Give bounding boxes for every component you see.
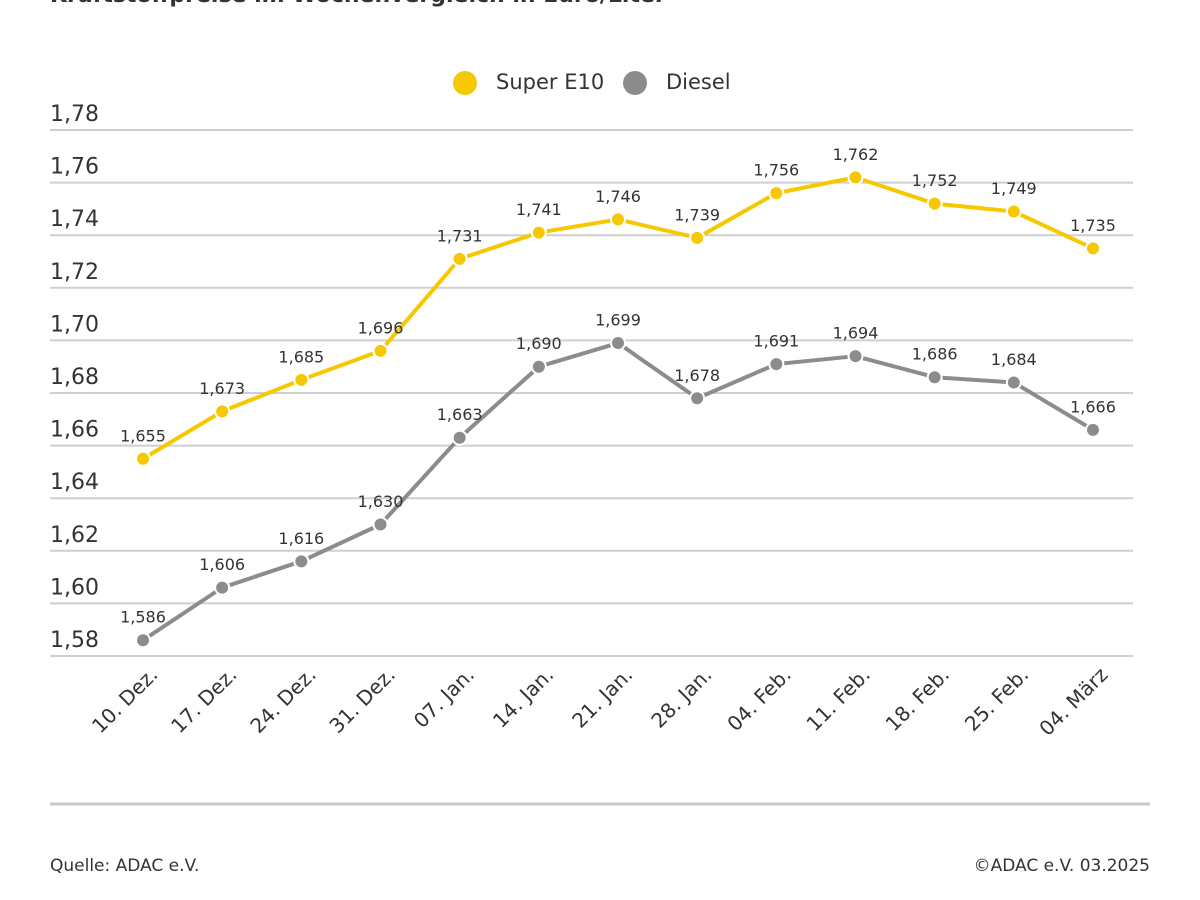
data-label: 1,685 [278,347,324,366]
data-point [530,358,547,375]
chart-title: Kraftstoffpreise im Wochenvergleich in E… [50,0,666,8]
y-tick-label: 1,74 [50,207,99,232]
x-tick-label: 25. Feb. [960,662,1033,735]
data-label: 1,663 [437,405,483,424]
data-point [372,516,389,533]
x-tick-label: 14. Jan. [488,662,558,732]
x-tick-label: 04. Feb. [722,662,795,735]
data-label: 1,616 [278,529,324,548]
x-tick-label: 11. Feb. [801,662,874,735]
data-point [214,403,231,420]
data-label: 1,673 [199,379,245,398]
data-label: 1,666 [1070,397,1116,416]
y-tick-label: 1,66 [50,418,99,443]
y-tick-label: 1,76 [50,155,99,180]
legend-label: Super E10 [496,70,604,94]
data-label: 1,735 [1070,216,1116,235]
data-label: 1,749 [991,179,1037,198]
data-label: 1,756 [753,161,799,180]
x-tick-label: 10. Dez. [87,662,162,737]
x-tick-label: 24. Dez. [245,662,320,737]
x-tick-label: 21. Jan. [567,662,637,732]
data-point [293,553,310,570]
data-label: 1,684 [991,350,1037,369]
data-point [1085,421,1101,438]
data-point [926,369,943,386]
data-label: 1,678 [674,366,720,385]
data-point [451,250,468,267]
data-point [1005,374,1022,391]
data-point [451,429,468,446]
y-tick-label: 1,60 [50,575,99,600]
legend-marker [453,71,477,95]
data-label: 1,699 [595,311,641,330]
data-label: 1,741 [516,200,562,219]
y-tick-label: 1,64 [50,470,99,495]
data-label: 1,690 [516,334,562,353]
data-point [1085,240,1101,257]
source: Quelle: ADAC e.V. [50,856,199,876]
data-label: 1,630 [358,492,404,511]
data-point [1005,203,1022,220]
x-tick-label: 31. Dez. [324,662,399,737]
data-point [689,390,706,407]
y-tick-label: 1,62 [50,523,99,548]
x-tick-label: 07. Jan. [409,662,479,732]
data-point [135,632,151,649]
y-tick-label: 1,68 [50,365,99,390]
data-point [610,335,626,352]
data-label: 1,691 [753,332,799,351]
credit: ©ADAC e.V. 03.2025 [974,856,1150,876]
data-point [689,229,706,246]
data-label: 1,731 [437,226,483,245]
data-label: 1,606 [199,555,245,574]
data-label: 1,694 [833,324,879,343]
data-label: 1,739 [674,205,720,224]
data-label: 1,655 [120,426,166,445]
y-tick-label: 1,70 [50,312,99,337]
data-point [768,356,785,373]
data-point [926,195,943,212]
data-point [847,169,864,186]
x-tick-label: 04. März [1034,662,1112,740]
legend-marker [623,71,647,95]
data-point [530,224,547,241]
data-label: 1,746 [595,187,641,206]
data-point [610,211,626,228]
data-point [293,371,310,388]
y-tick-label: 1,72 [50,260,99,285]
x-tick-label: 18. Feb. [881,662,954,735]
data-label: 1,762 [833,145,879,164]
data-point [214,579,231,596]
data-label: 1,696 [358,318,404,337]
data-label: 1,752 [912,171,958,190]
data-label: 1,586 [120,608,166,627]
x-tick-label: 17. Dez. [166,662,241,737]
data-point [847,348,864,365]
data-point [135,450,151,467]
legend-label: Diesel [666,70,731,94]
data-label: 1,686 [912,345,958,364]
x-tick-label: 28. Jan. [646,662,716,732]
y-tick-label: 1,78 [50,102,99,127]
y-tick-label: 1,58 [50,628,99,653]
data-point [768,185,785,202]
data-point [372,342,389,359]
